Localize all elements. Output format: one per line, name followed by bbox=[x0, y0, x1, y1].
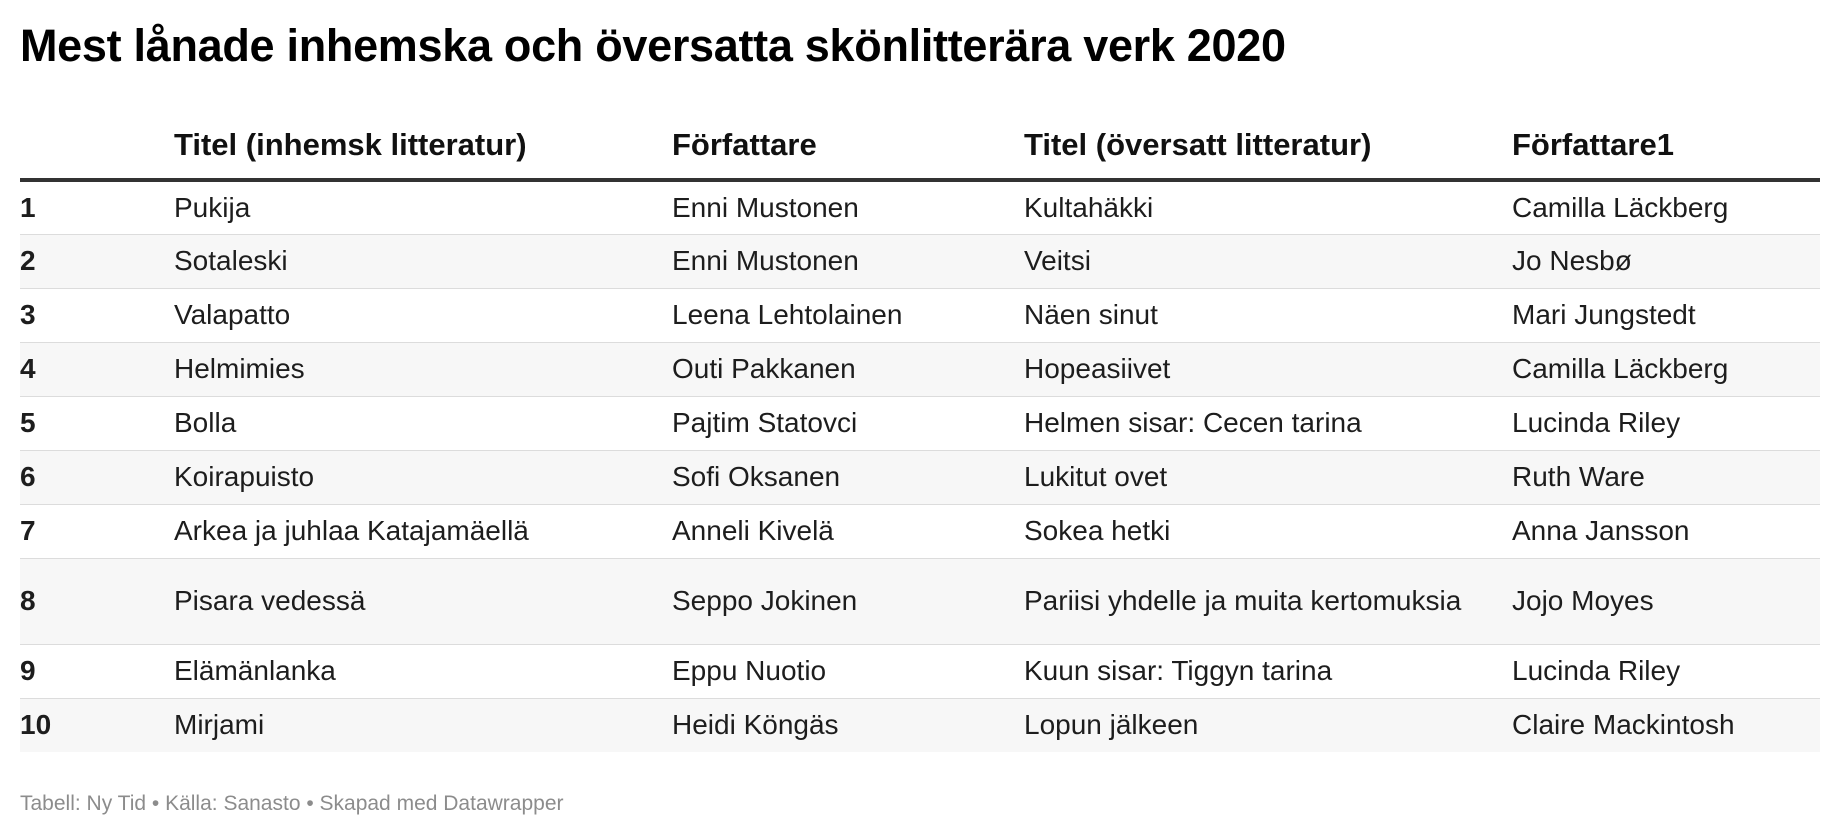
column-header-translated-title: Titel (översatt litteratur) bbox=[1024, 112, 1512, 182]
translated-title-cell: Sokea hetki bbox=[1024, 504, 1512, 559]
rank-cell: 8 bbox=[20, 558, 174, 645]
rank-cell: 3 bbox=[20, 288, 174, 343]
translated-title-cell: Hopeasiivet bbox=[1024, 342, 1512, 397]
rank-cell: 6 bbox=[20, 450, 174, 505]
rank-cell: 4 bbox=[20, 342, 174, 397]
domestic-author-cell: Anneli Kivelä bbox=[672, 504, 1024, 559]
translated-title-cell: Näen sinut bbox=[1024, 288, 1512, 343]
translated-title-cell: Veitsi bbox=[1024, 234, 1512, 289]
column-header-domestic-title: Titel (inhemsk litteratur) bbox=[174, 112, 672, 182]
translated-author-cell: Anna Jansson bbox=[1512, 504, 1820, 559]
table-row: 3 Valapatto Leena Lehtolainen Näen sinut Mar… bbox=[20, 288, 1820, 343]
table-row: 6 Koirapuisto Sofi Oksanen Lukitut ovet Ruth… bbox=[20, 450, 1820, 505]
source-footer: Tabell: Ny Tid • Källa: Sanasto • Skapad… bbox=[20, 792, 564, 815]
table-row: 4 Helmimies Outi Pakkanen Hopeasiivet Camill… bbox=[20, 342, 1820, 397]
rank-cell: 2 bbox=[20, 234, 174, 289]
rank-cell: 1 bbox=[20, 180, 174, 235]
domestic-author-cell: Enni Mustonen bbox=[672, 180, 1024, 235]
data-table: Titel (inhemsk litteratur) Författare Ti… bbox=[20, 112, 1820, 752]
domestic-title-cell: Valapatto bbox=[174, 288, 672, 343]
header-row: Titel (inhemsk litteratur) Författare Ti… bbox=[20, 112, 1820, 182]
translated-author-cell: Ruth Ware bbox=[1512, 450, 1820, 505]
rank-cell: 7 bbox=[20, 504, 174, 559]
translated-author-cell: Mari Jungstedt bbox=[1512, 288, 1820, 343]
table-row: 9 Elämänlanka Eppu Nuotio Kuun sisar: Tiggy… bbox=[20, 644, 1820, 699]
rank-cell: 9 bbox=[20, 644, 174, 699]
column-header-domestic-author: Författare bbox=[672, 112, 1024, 182]
domestic-author-cell: Heidi Köngäs bbox=[672, 698, 1024, 752]
translated-title-cell: Lukitut ovet bbox=[1024, 450, 1512, 505]
table-body: 1 Pukija Enni Mustonen Kultahäkki Camilla Lä… bbox=[20, 180, 1820, 752]
domestic-author-cell: Sofi Oksanen bbox=[672, 450, 1024, 505]
translated-author-cell: Jo Nesbø bbox=[1512, 234, 1820, 289]
column-header-translated-author: Författare1 bbox=[1512, 112, 1820, 182]
rank-cell: 10 bbox=[20, 698, 174, 752]
chart-title: Mest lånade inhemska och översatta skönl… bbox=[20, 20, 1286, 71]
translated-title-cell: Kuun sisar: Tiggyn tarina bbox=[1024, 644, 1512, 699]
table-row: 10 Mirjami Heidi Köngäs Lopun jälkeen Claire… bbox=[20, 698, 1820, 752]
domestic-author-cell: Seppo Jokinen bbox=[672, 558, 1024, 645]
table-row: 7 Arkea ja juhlaa Katajamäellä Anneli Kive… bbox=[20, 504, 1820, 559]
domestic-author-cell: Pajtim Statovci bbox=[672, 396, 1024, 451]
translated-title-cell: Helmen sisar: Cecen tarina bbox=[1024, 396, 1512, 451]
domestic-author-cell: Enni Mustonen bbox=[672, 234, 1024, 289]
table-row: 8 Pisara vedessä Seppo Jokinen Pariisi yhde… bbox=[20, 558, 1820, 645]
translated-author-cell: Camilla Läckberg bbox=[1512, 180, 1820, 235]
translated-author-cell: Lucinda Riley bbox=[1512, 644, 1820, 699]
domestic-title-cell: Helmimies bbox=[174, 342, 672, 397]
rank-cell: 5 bbox=[20, 396, 174, 451]
translated-title-cell: Pariisi yhdelle ja muita kertomuksia bbox=[1024, 558, 1512, 645]
domestic-title-cell: Mirjami bbox=[174, 698, 672, 752]
domestic-title-cell: Elämänlanka bbox=[174, 644, 672, 699]
domestic-title-cell: Sotaleski bbox=[174, 234, 672, 289]
translated-author-cell: Lucinda Riley bbox=[1512, 396, 1820, 451]
translated-author-cell: Camilla Läckberg bbox=[1512, 342, 1820, 397]
domestic-title-cell: Pukija bbox=[174, 180, 672, 235]
domestic-author-cell: Leena Lehtolainen bbox=[672, 288, 1024, 343]
domestic-title-cell: Koirapuisto bbox=[174, 450, 672, 505]
domestic-author-cell: Outi Pakkanen bbox=[672, 342, 1024, 397]
domestic-title-cell: Arkea ja juhlaa Katajamäellä bbox=[174, 504, 672, 559]
domestic-title-cell: Pisara vedessä bbox=[174, 558, 672, 645]
table-row: 1 Pukija Enni Mustonen Kultahäkki Camilla Lä… bbox=[20, 180, 1820, 235]
translated-author-cell: Claire Mackintosh bbox=[1512, 698, 1820, 752]
table-row: 2 Sotaleski Enni Mustonen Veitsi Jo Nesbø bbox=[20, 234, 1820, 289]
translated-title-cell: Lopun jälkeen bbox=[1024, 698, 1512, 752]
domestic-title-cell: Bolla bbox=[174, 396, 672, 451]
column-header-rank bbox=[20, 112, 174, 182]
table-row: 5 Bolla Pajtim Statovci Helmen sisar: Cecen… bbox=[20, 396, 1820, 451]
translated-author-cell: Jojo Moyes bbox=[1512, 558, 1820, 645]
translated-title-cell: Kultahäkki bbox=[1024, 180, 1512, 235]
domestic-author-cell: Eppu Nuotio bbox=[672, 644, 1024, 699]
